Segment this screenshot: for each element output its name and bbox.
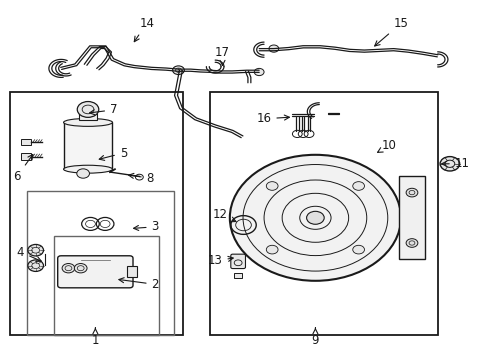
Bar [398, 176, 425, 259]
Bar [54, 236, 159, 335]
Circle shape [405, 239, 417, 247]
Circle shape [77, 102, 99, 117]
Circle shape [172, 66, 184, 75]
Text: 3: 3 [133, 220, 159, 233]
Circle shape [439, 157, 459, 171]
Circle shape [28, 244, 43, 256]
Circle shape [28, 260, 43, 271]
Circle shape [77, 169, 89, 178]
Text: 13: 13 [207, 255, 233, 267]
Circle shape [352, 182, 364, 190]
Text: 17: 17 [215, 46, 229, 66]
Bar [127, 266, 137, 277]
Text: 12: 12 [212, 208, 236, 222]
Bar [20, 139, 31, 145]
Bar [27, 191, 173, 335]
Text: 4: 4 [17, 246, 41, 261]
Text: 6: 6 [13, 154, 33, 183]
Text: 5: 5 [99, 147, 127, 161]
Text: 10: 10 [377, 139, 395, 152]
Text: 15: 15 [374, 17, 407, 46]
Circle shape [254, 68, 264, 76]
Circle shape [405, 188, 417, 197]
Circle shape [266, 182, 278, 190]
FancyBboxPatch shape [230, 254, 245, 269]
Circle shape [266, 245, 278, 254]
FancyBboxPatch shape [58, 256, 133, 288]
Text: 14: 14 [134, 17, 154, 42]
Text: 1: 1 [91, 328, 99, 347]
Bar [234, 273, 242, 278]
Circle shape [268, 45, 278, 52]
Circle shape [229, 155, 400, 281]
Bar [79, 113, 97, 120]
Text: 9: 9 [311, 328, 319, 347]
Ellipse shape [63, 165, 112, 173]
Text: 7: 7 [89, 103, 117, 116]
Bar [20, 153, 31, 160]
Circle shape [306, 211, 324, 224]
Bar [210, 92, 437, 335]
Bar [10, 92, 183, 335]
Text: 8: 8 [128, 172, 154, 185]
Circle shape [352, 245, 364, 254]
Bar [63, 122, 112, 169]
Circle shape [74, 264, 87, 273]
Circle shape [62, 264, 75, 273]
Text: 11: 11 [441, 157, 469, 170]
Text: 16: 16 [256, 112, 289, 125]
Text: 2: 2 [119, 278, 159, 291]
Ellipse shape [63, 118, 112, 126]
